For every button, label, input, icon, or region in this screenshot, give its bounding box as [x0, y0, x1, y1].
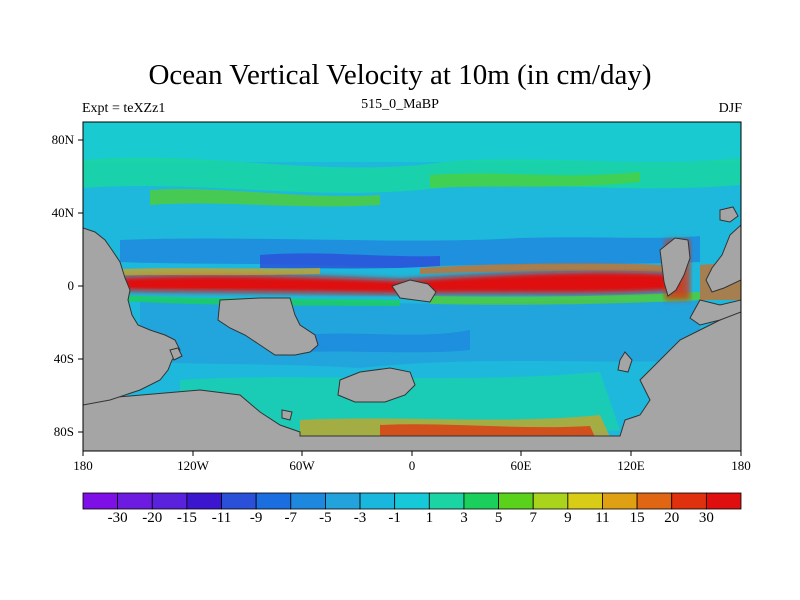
- colorbar-label: 11: [595, 510, 610, 526]
- colorbar-box: [151, 492, 188, 510]
- southern-island: [337, 367, 416, 403]
- lat-tick-label: 80N: [51, 132, 74, 147]
- colorbar-box: [463, 492, 499, 510]
- lon-tick-label: 0: [408, 458, 416, 473]
- lat-tick-label: 40N: [51, 205, 74, 220]
- land-masses: [83, 206, 741, 451]
- lon-tick-label: 60W: [289, 458, 315, 473]
- colorbar-box: [567, 492, 603, 510]
- equatorial-upwelling: [100, 271, 680, 294]
- colorbar-label: -5: [319, 510, 332, 526]
- colorbar-label: 20: [664, 510, 680, 526]
- lon-tick-label: 120E: [617, 458, 645, 473]
- lon-tick-label: 180: [73, 458, 93, 473]
- colorbar-label: 30: [698, 510, 714, 526]
- colorbar-label: 5: [494, 510, 503, 526]
- colorbar-box: [221, 492, 257, 510]
- colorbar-label: -30: [107, 510, 128, 526]
- lat-tick-label: 40S: [53, 351, 74, 366]
- colorbar-box: [532, 492, 569, 510]
- colorbar-label: 9: [564, 510, 572, 526]
- colorbar-label: 1: [425, 510, 434, 526]
- lat-tick-label: 80S: [53, 424, 74, 439]
- colorbar-label: -11: [211, 510, 232, 526]
- period-label: 515_0_MaBP: [361, 97, 439, 112]
- colorbar-box: [325, 492, 361, 510]
- lon-tick-label: 60E: [510, 458, 532, 473]
- colorbar-label: 15: [629, 510, 645, 526]
- colorbar-box: [82, 492, 119, 510]
- colorbar-label: 7: [529, 510, 537, 526]
- colorbar-box: [394, 492, 430, 510]
- western-continent: [83, 227, 181, 406]
- colorbar-label: -3: [353, 510, 367, 526]
- colorbar-box: [186, 492, 222, 510]
- axis-ticks: [78, 139, 742, 456]
- colorbar-label: -9: [249, 510, 263, 526]
- colorbar-label: -15: [176, 510, 197, 526]
- colorbar-box: [255, 492, 292, 510]
- plot-title: Ocean Vertical Velocity at 10m (in cm/da…: [148, 59, 652, 91]
- colorbar-box: [636, 492, 673, 510]
- colorbar-box: [671, 492, 707, 510]
- colorbar-box: [498, 492, 534, 510]
- experiment-label: Expt = teXZz1: [82, 101, 166, 116]
- lon-tick-label: 180: [731, 458, 751, 473]
- colorbar-box: [359, 492, 396, 510]
- arctic-band: [83, 122, 741, 162]
- colorbar-label: 3: [460, 510, 468, 526]
- colorbar-box: [705, 492, 742, 510]
- eastern-continent: [617, 351, 633, 373]
- colorbar-box: [428, 492, 465, 510]
- colorbar-box: [117, 492, 153, 510]
- colorbar-label: -7: [284, 510, 298, 526]
- lon-tick-label: 120W: [177, 458, 209, 473]
- colorbar-label: -20: [142, 510, 163, 526]
- colorbar-box: [290, 492, 326, 510]
- lat-tick-label: 0: [67, 278, 75, 293]
- colorbar-label: -1: [388, 510, 401, 526]
- central-continent: [217, 297, 319, 356]
- season-label: DJF: [718, 101, 742, 116]
- colorbar-box: [602, 492, 638, 510]
